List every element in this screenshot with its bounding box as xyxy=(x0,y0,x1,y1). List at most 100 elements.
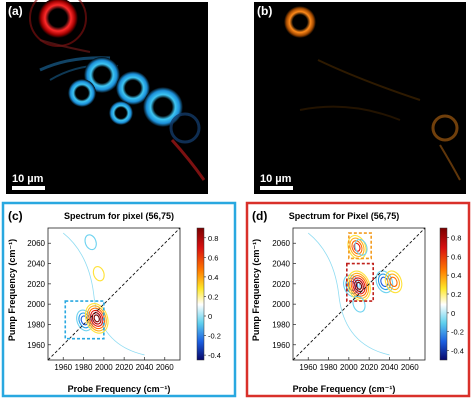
x-tick-label: 2020 xyxy=(115,363,133,372)
colorbar-tick-label: 0 xyxy=(208,312,212,321)
y-tick-label: 2020 xyxy=(272,280,290,289)
colorbar-d xyxy=(439,227,448,361)
panel-c-label: (c) xyxy=(8,209,23,223)
ring-red-1-halo xyxy=(29,0,87,47)
y-tick-label: 2000 xyxy=(27,300,45,309)
peak-contour xyxy=(384,270,403,294)
x-tick-label: 1980 xyxy=(320,363,338,372)
peak-contour xyxy=(355,281,363,290)
colorbar-d-ticks: 0.8 0.6 0.4 0.2 0 -0.2 -0.4 xyxy=(447,233,464,356)
panel-b: 10 µm (b) xyxy=(254,2,466,194)
x-tick-label: 2020 xyxy=(360,363,378,372)
peak-contour xyxy=(350,275,368,297)
colorbar-c xyxy=(196,227,205,361)
scale-bar-a xyxy=(12,186,45,190)
ring-cyan-1 xyxy=(84,57,120,93)
y-tick-label: 2000 xyxy=(272,300,290,309)
colorbar-tick-label: -0.4 xyxy=(451,347,464,356)
y-tick-label: 2040 xyxy=(27,260,45,269)
x-tick-label: 1980 xyxy=(75,363,93,372)
x-tick-label: 2000 xyxy=(340,363,358,372)
panel-c: (c) Spectrum for pixel (56,75) 1960 1980 2… xyxy=(1,201,237,398)
colorbar-tick-label: 0.6 xyxy=(451,252,461,261)
peak-contour xyxy=(387,273,400,291)
peak-contour xyxy=(349,237,365,258)
red-arc xyxy=(39,39,91,53)
y-tick-label: 1980 xyxy=(27,320,45,329)
ring-cyan-4 xyxy=(143,87,183,127)
plot-c: 1960 1980 2000 2020 2040 20601960198020002020… xyxy=(27,227,181,372)
peak-contour xyxy=(93,314,100,323)
y-tick-label: 2060 xyxy=(272,239,290,248)
colorbar-tick-label: 0.8 xyxy=(451,233,461,242)
colorbar-c-ticks: 0.8 0.6 0.4 0.2 0 -0.2 -0.4 xyxy=(204,234,221,360)
colorbar-tick-label: 0.4 xyxy=(208,273,218,282)
dim-arc-1 xyxy=(317,59,421,101)
background-contour xyxy=(62,232,145,356)
x-tick-label: 2000 xyxy=(95,363,113,372)
scale-bar-b xyxy=(260,186,293,190)
highlight-box xyxy=(348,232,372,260)
x-tick-label: 2060 xyxy=(156,363,174,372)
x-tick-label: 2040 xyxy=(136,363,154,372)
panel-d-label: (d) xyxy=(252,209,267,223)
peak-contour xyxy=(84,234,97,251)
x-tick-label: 1960 xyxy=(54,363,72,372)
x-tick-label: 2060 xyxy=(401,363,419,372)
colorbar-tick-label: 0.6 xyxy=(208,253,218,262)
ring-cyan-2 xyxy=(68,79,96,107)
colorbar-tick-label: -0.2 xyxy=(208,332,221,341)
peak-contour xyxy=(86,305,107,332)
panel-d: (d) Spectrum for Pixel (56,75) 1960 1980 2… xyxy=(245,201,471,398)
image-b-background xyxy=(254,2,466,194)
peak-contour xyxy=(352,277,366,295)
red-edge xyxy=(170,138,206,181)
y-tick-label: 2020 xyxy=(27,280,45,289)
colorbar-tick-label: -0.2 xyxy=(451,328,464,337)
panel-a: 10 µm (a) xyxy=(6,0,208,194)
panel-d-ylabel: Pump Frequency (cm⁻¹) xyxy=(251,239,261,341)
panel-c-xlabel: Probe Frequency (cm⁻¹) xyxy=(68,384,171,394)
panel-c-ylabel: Pump Frequency (cm⁻¹) xyxy=(7,239,17,341)
panel-d-title: Spectrum for Pixel (56,75) xyxy=(289,211,400,221)
ring-orange-dim xyxy=(431,114,459,142)
peak-contour xyxy=(354,238,368,256)
peak-contour xyxy=(84,303,109,334)
y-tick-label: 2060 xyxy=(27,239,45,248)
ring-cyan-3 xyxy=(116,71,150,105)
y-tick-label: 1960 xyxy=(27,341,45,350)
peak-contour xyxy=(88,307,106,330)
y-tick-label: 2040 xyxy=(272,260,290,269)
orange-edge xyxy=(439,144,461,181)
diagonal-line xyxy=(292,227,426,361)
scale-bar-b-label: 10 µm xyxy=(260,173,292,185)
peak-contour xyxy=(389,276,398,288)
colorbar-tick-label: 0.2 xyxy=(208,292,218,301)
y-tick-label: 1960 xyxy=(272,341,290,350)
ring-red-1 xyxy=(38,0,78,38)
x-tick-label: 2040 xyxy=(381,363,399,372)
peak-contour xyxy=(352,295,366,313)
ring-dim-1 xyxy=(169,112,201,144)
x-tick-label: 1960 xyxy=(299,363,317,372)
peak-contour xyxy=(347,270,371,302)
peak-contour xyxy=(90,309,104,327)
colorbar-tick-label: 0.8 xyxy=(208,234,218,243)
ring-cyan-5 xyxy=(109,101,133,125)
plot-d: 1960 1980 2000 2020 2040 20601960198020002020… xyxy=(272,227,426,372)
dim-arc-2 xyxy=(299,105,401,121)
highlight-box xyxy=(64,300,105,340)
panel-a-label: (a) xyxy=(8,4,23,18)
panel-b-label: (b) xyxy=(257,4,272,18)
colorbar-tick-label: 0.4 xyxy=(451,271,461,280)
panel-c-title: Spectrum for pixel (56,75) xyxy=(64,211,174,221)
scale-bar-a-label: 10 µm xyxy=(12,173,44,185)
colorbar-tick-label: -0.4 xyxy=(208,351,221,360)
highlight-box xyxy=(346,262,375,302)
colorbar-tick-label: 0 xyxy=(451,309,455,318)
peak-contour xyxy=(92,266,105,282)
panel-d-xlabel: Probe Frequency (cm⁻¹) xyxy=(293,384,396,394)
colorbar-tick-label: 0.2 xyxy=(451,290,461,299)
ring-orange-1 xyxy=(284,6,316,38)
